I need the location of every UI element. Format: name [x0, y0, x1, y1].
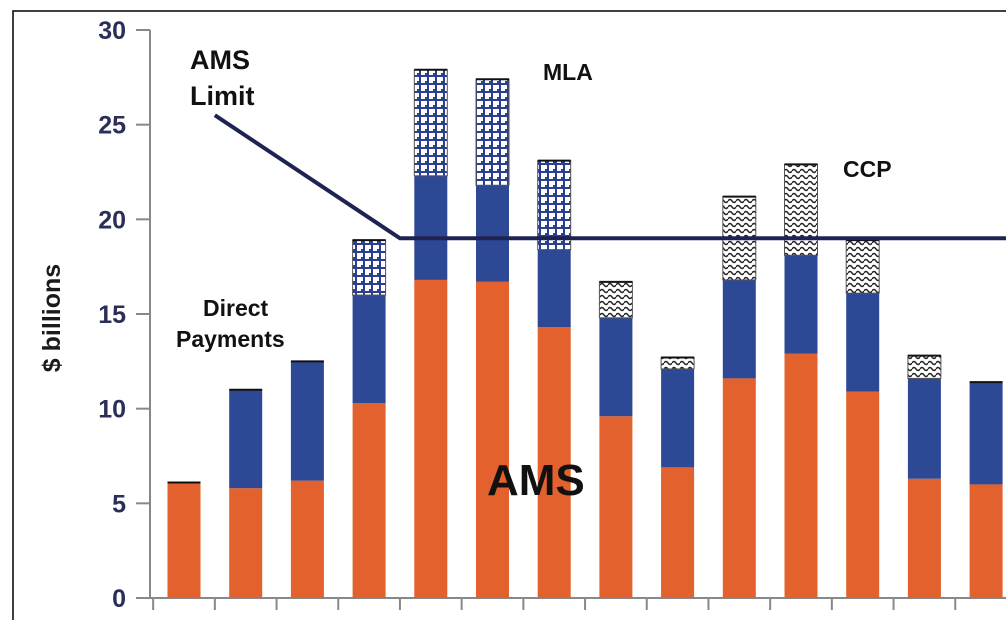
bar-segment-mla: [413, 69, 448, 177]
bar-segment-direct-payments: [846, 293, 880, 392]
bar-segment-ams: [784, 353, 818, 598]
bar-segment-direct-payments: [414, 175, 448, 280]
y-tick-label: 25: [98, 112, 126, 140]
bar-segment-ccp: [598, 281, 633, 319]
mla-label: MLA: [543, 59, 593, 85]
y-tick-label: 20: [98, 206, 126, 234]
bar-segment-direct-payments: [599, 317, 633, 417]
x-axis-ticks: [152, 598, 957, 610]
bars-group: [167, 68, 1003, 598]
y-tick-label: 15: [98, 301, 126, 329]
bar-segment-mla: [352, 239, 387, 296]
bar-segment-ams: [846, 391, 880, 598]
bar-segment-direct-payments: [722, 279, 756, 379]
bar-segment-ams: [907, 478, 941, 598]
bar-segment-ams: [722, 378, 756, 598]
bar-segment-direct-payments: [476, 185, 509, 282]
chart-frame: [12, 10, 1006, 620]
bar-segment-direct-payments: [661, 368, 695, 468]
y-tick-label: 30: [98, 17, 126, 45]
ams-limit-label-line1: AMS: [190, 45, 250, 75]
bar-segment-ams: [352, 402, 386, 598]
ams-limit-label-line2: Limit: [190, 81, 255, 111]
bar-segment-ccp: [845, 239, 880, 294]
bar-segment-ams: [661, 467, 695, 598]
y-tick-label: 10: [98, 396, 126, 424]
direct-payments-label-line2: Payments: [176, 326, 285, 352]
bar-segment-mla: [475, 78, 510, 186]
ams-limit-line: [213, 113, 1006, 241]
y-axis-label: $ billions: [38, 264, 66, 372]
bar-segment-direct-payments: [537, 249, 571, 328]
bar-segment-direct-payments: [290, 361, 324, 481]
bar-segment-ams: [167, 482, 201, 598]
bar-segment-ams: [969, 484, 1003, 598]
bar-segment-direct-payments: [352, 295, 386, 403]
bar-segment-mla: [537, 160, 572, 251]
y-axis-ticks: 0 5 10 15 20 25 30: [98, 17, 150, 613]
y-tick-label: 5: [112, 490, 126, 518]
bar-segment-ccp: [784, 163, 818, 256]
bar-segment-ams: [537, 327, 571, 598]
ccp-label: CCP: [843, 156, 892, 182]
bar-segment-direct-payments: [907, 378, 941, 479]
bar-segment-ccp: [660, 357, 695, 370]
bar-segment-ccp: [907, 355, 942, 379]
bar-segment-ams: [476, 281, 509, 598]
ams-label: AMS: [487, 456, 585, 505]
bar-segment-direct-payments: [969, 382, 1003, 485]
bar-segment-ams: [290, 480, 324, 598]
bar-segment-ams: [229, 488, 263, 598]
bar-segment-ams: [599, 416, 633, 598]
bar-segment-ams: [414, 279, 448, 598]
direct-payments-label-line1: Direct: [203, 295, 269, 321]
bar-segment-direct-payments: [784, 255, 818, 354]
y-tick-label: 0: [112, 585, 126, 613]
bar-segment-direct-payments: [229, 389, 263, 489]
